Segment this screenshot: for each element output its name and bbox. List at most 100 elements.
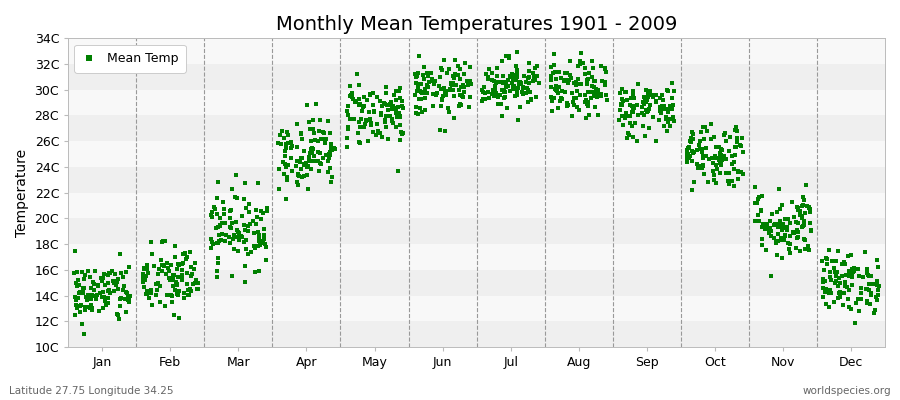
Mean Temp [818,278,832,284]
Mean Temp [162,275,176,282]
Mean Temp [238,278,253,285]
Mean Temp [212,178,226,185]
Mean Temp [831,248,845,255]
Mean Temp [783,220,797,226]
Mean Temp [303,126,318,132]
Mean Temp [654,92,669,98]
Mean Temp [102,269,116,276]
Mean Temp [439,88,454,94]
Mean Temp [644,92,658,98]
Mean Temp [409,80,423,86]
Mean Temp [451,63,465,69]
Mean Temp [437,128,452,134]
Bar [68,218,885,244]
Mean Temp [389,107,403,113]
Mean Temp [755,224,770,230]
Mean Temp [712,144,726,150]
Mean Temp [506,76,520,83]
Bar [68,244,885,270]
Mean Temp [697,162,711,168]
Mean Temp [587,89,601,96]
Mean Temp [561,101,575,108]
Mean Temp [88,293,103,300]
Mean Temp [352,82,366,88]
Mean Temp [433,127,447,133]
Mean Temp [310,158,325,164]
Mean Temp [547,50,562,57]
Mean Temp [502,55,517,62]
Mean Temp [634,110,649,116]
Mean Temp [279,140,293,147]
Mean Temp [491,101,505,107]
Mean Temp [355,116,369,122]
Mean Temp [232,232,247,239]
Mean Temp [845,282,859,289]
Mean Temp [522,80,536,86]
Mean Temp [429,92,444,98]
Mean Temp [68,248,82,254]
Mean Temp [386,103,400,109]
Mean Temp [389,88,403,94]
Mean Temp [783,233,797,239]
Mean Temp [284,155,298,161]
Mean Temp [799,182,814,189]
Mean Temp [313,160,328,166]
Mean Temp [522,74,536,80]
Bar [68,193,885,218]
Mean Temp [121,296,135,303]
Mean Temp [508,93,522,99]
Y-axis label: Temperature: Temperature [15,148,29,237]
Mean Temp [764,211,778,217]
Mean Temp [615,100,629,107]
Mean Temp [155,268,169,274]
Mean Temp [108,282,122,288]
Mean Temp [323,142,338,148]
Mean Temp [796,236,811,242]
Mean Temp [479,71,493,78]
Mean Temp [210,240,224,246]
Mean Temp [626,122,640,129]
Mean Temp [147,263,161,269]
Mean Temp [107,279,122,286]
Mean Temp [701,179,716,185]
Mean Temp [804,227,818,233]
Mean Temp [843,252,858,258]
Mean Temp [767,234,781,241]
Mean Temp [863,292,878,298]
Mean Temp [190,280,204,286]
Mean Temp [595,78,609,84]
Mean Temp [454,102,468,108]
Mean Temp [144,251,158,257]
Mean Temp [222,215,237,222]
Mean Temp [447,71,462,77]
Mean Temp [832,294,847,300]
Mean Temp [95,275,110,281]
Mean Temp [687,179,701,186]
Mean Temp [157,263,171,269]
Mean Temp [713,170,727,176]
Mean Temp [685,158,699,164]
Mean Temp [246,218,260,224]
Mean Temp [724,161,739,168]
Mean Temp [567,80,581,86]
Mean Temp [641,93,655,100]
Mean Temp [167,287,182,294]
Mean Temp [623,120,637,126]
Mean Temp [358,120,373,127]
Mean Temp [212,223,227,230]
Mean Temp [506,86,520,92]
Mean Temp [713,153,727,160]
Mean Temp [818,301,832,308]
Mean Temp [646,114,661,120]
Mean Temp [558,70,572,76]
Mean Temp [755,235,770,242]
Mean Temp [548,76,562,82]
Mean Temp [617,88,632,95]
Mean Temp [476,96,491,102]
Mean Temp [373,98,387,104]
Mean Temp [343,93,357,99]
Mean Temp [781,216,796,222]
Mean Temp [452,87,466,94]
Mean Temp [142,295,157,302]
Mean Temp [230,226,244,233]
